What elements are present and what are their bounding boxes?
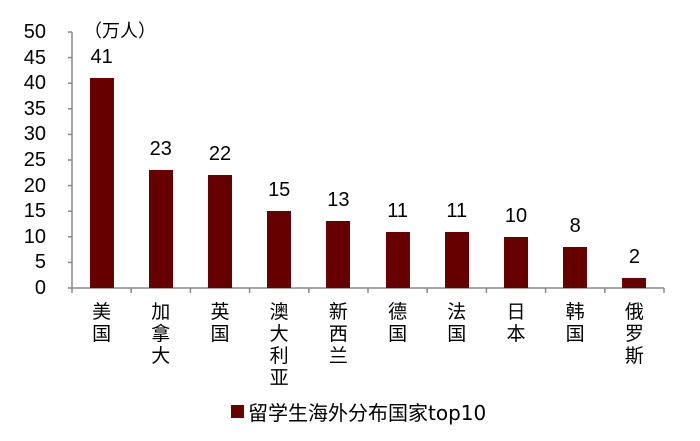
x-category-label: 美国 <box>92 301 112 345</box>
legend: 留学生海外分布国家top10 <box>231 397 486 426</box>
y-tick-label: 40 <box>23 72 46 95</box>
y-tick-label: 5 <box>34 251 46 274</box>
data-label: 41 <box>90 46 113 69</box>
unit-label: （万人） <box>84 21 156 41</box>
x-category-label: 日本 <box>506 301 526 345</box>
bar <box>208 175 232 288</box>
x-category-label: 新西兰 <box>328 301 348 367</box>
data-label: 11 <box>446 199 468 222</box>
data-label: 2 <box>628 245 640 268</box>
data-label: 10 <box>504 204 528 227</box>
y-tick-label: 10 <box>23 225 46 248</box>
data-label: 11 <box>387 199 408 222</box>
x-category-label: 韩国 <box>565 301 585 345</box>
legend-swatch <box>231 405 244 418</box>
x-category-label: 澳大利亚 <box>269 301 289 389</box>
y-tick-label: 50 <box>23 21 46 43</box>
y-tick-label: 30 <box>23 123 46 146</box>
x-category-label: 加拿大 <box>151 301 171 367</box>
data-label: 22 <box>208 143 232 166</box>
y-tick-label: 35 <box>23 97 46 120</box>
bar <box>504 236 528 288</box>
bar <box>385 231 410 288</box>
data-label: 23 <box>149 138 172 161</box>
bar <box>622 277 647 288</box>
bar <box>326 221 351 288</box>
x-category-label: 英国 <box>210 301 230 345</box>
bar <box>267 211 292 288</box>
bar <box>444 231 469 288</box>
bar <box>148 170 173 288</box>
data-label: 8 <box>569 215 581 238</box>
y-tick-label: 45 <box>23 46 46 69</box>
y-tick-label: 0 <box>34 277 46 299</box>
x-category-label: 俄罗斯 <box>624 301 644 367</box>
x-category-label: 德国 <box>388 301 408 345</box>
bar <box>89 78 114 288</box>
data-label: 13 <box>327 189 350 212</box>
data-label: 15 <box>268 179 291 202</box>
y-tick-label: 25 <box>23 149 46 171</box>
x-category-label: 法国 <box>447 301 467 345</box>
bar <box>563 247 588 288</box>
y-tick-label: 15 <box>23 200 46 223</box>
legend-label: 留学生海外分布国家top10 <box>248 401 487 425</box>
y-tick-label: 20 <box>23 174 46 197</box>
